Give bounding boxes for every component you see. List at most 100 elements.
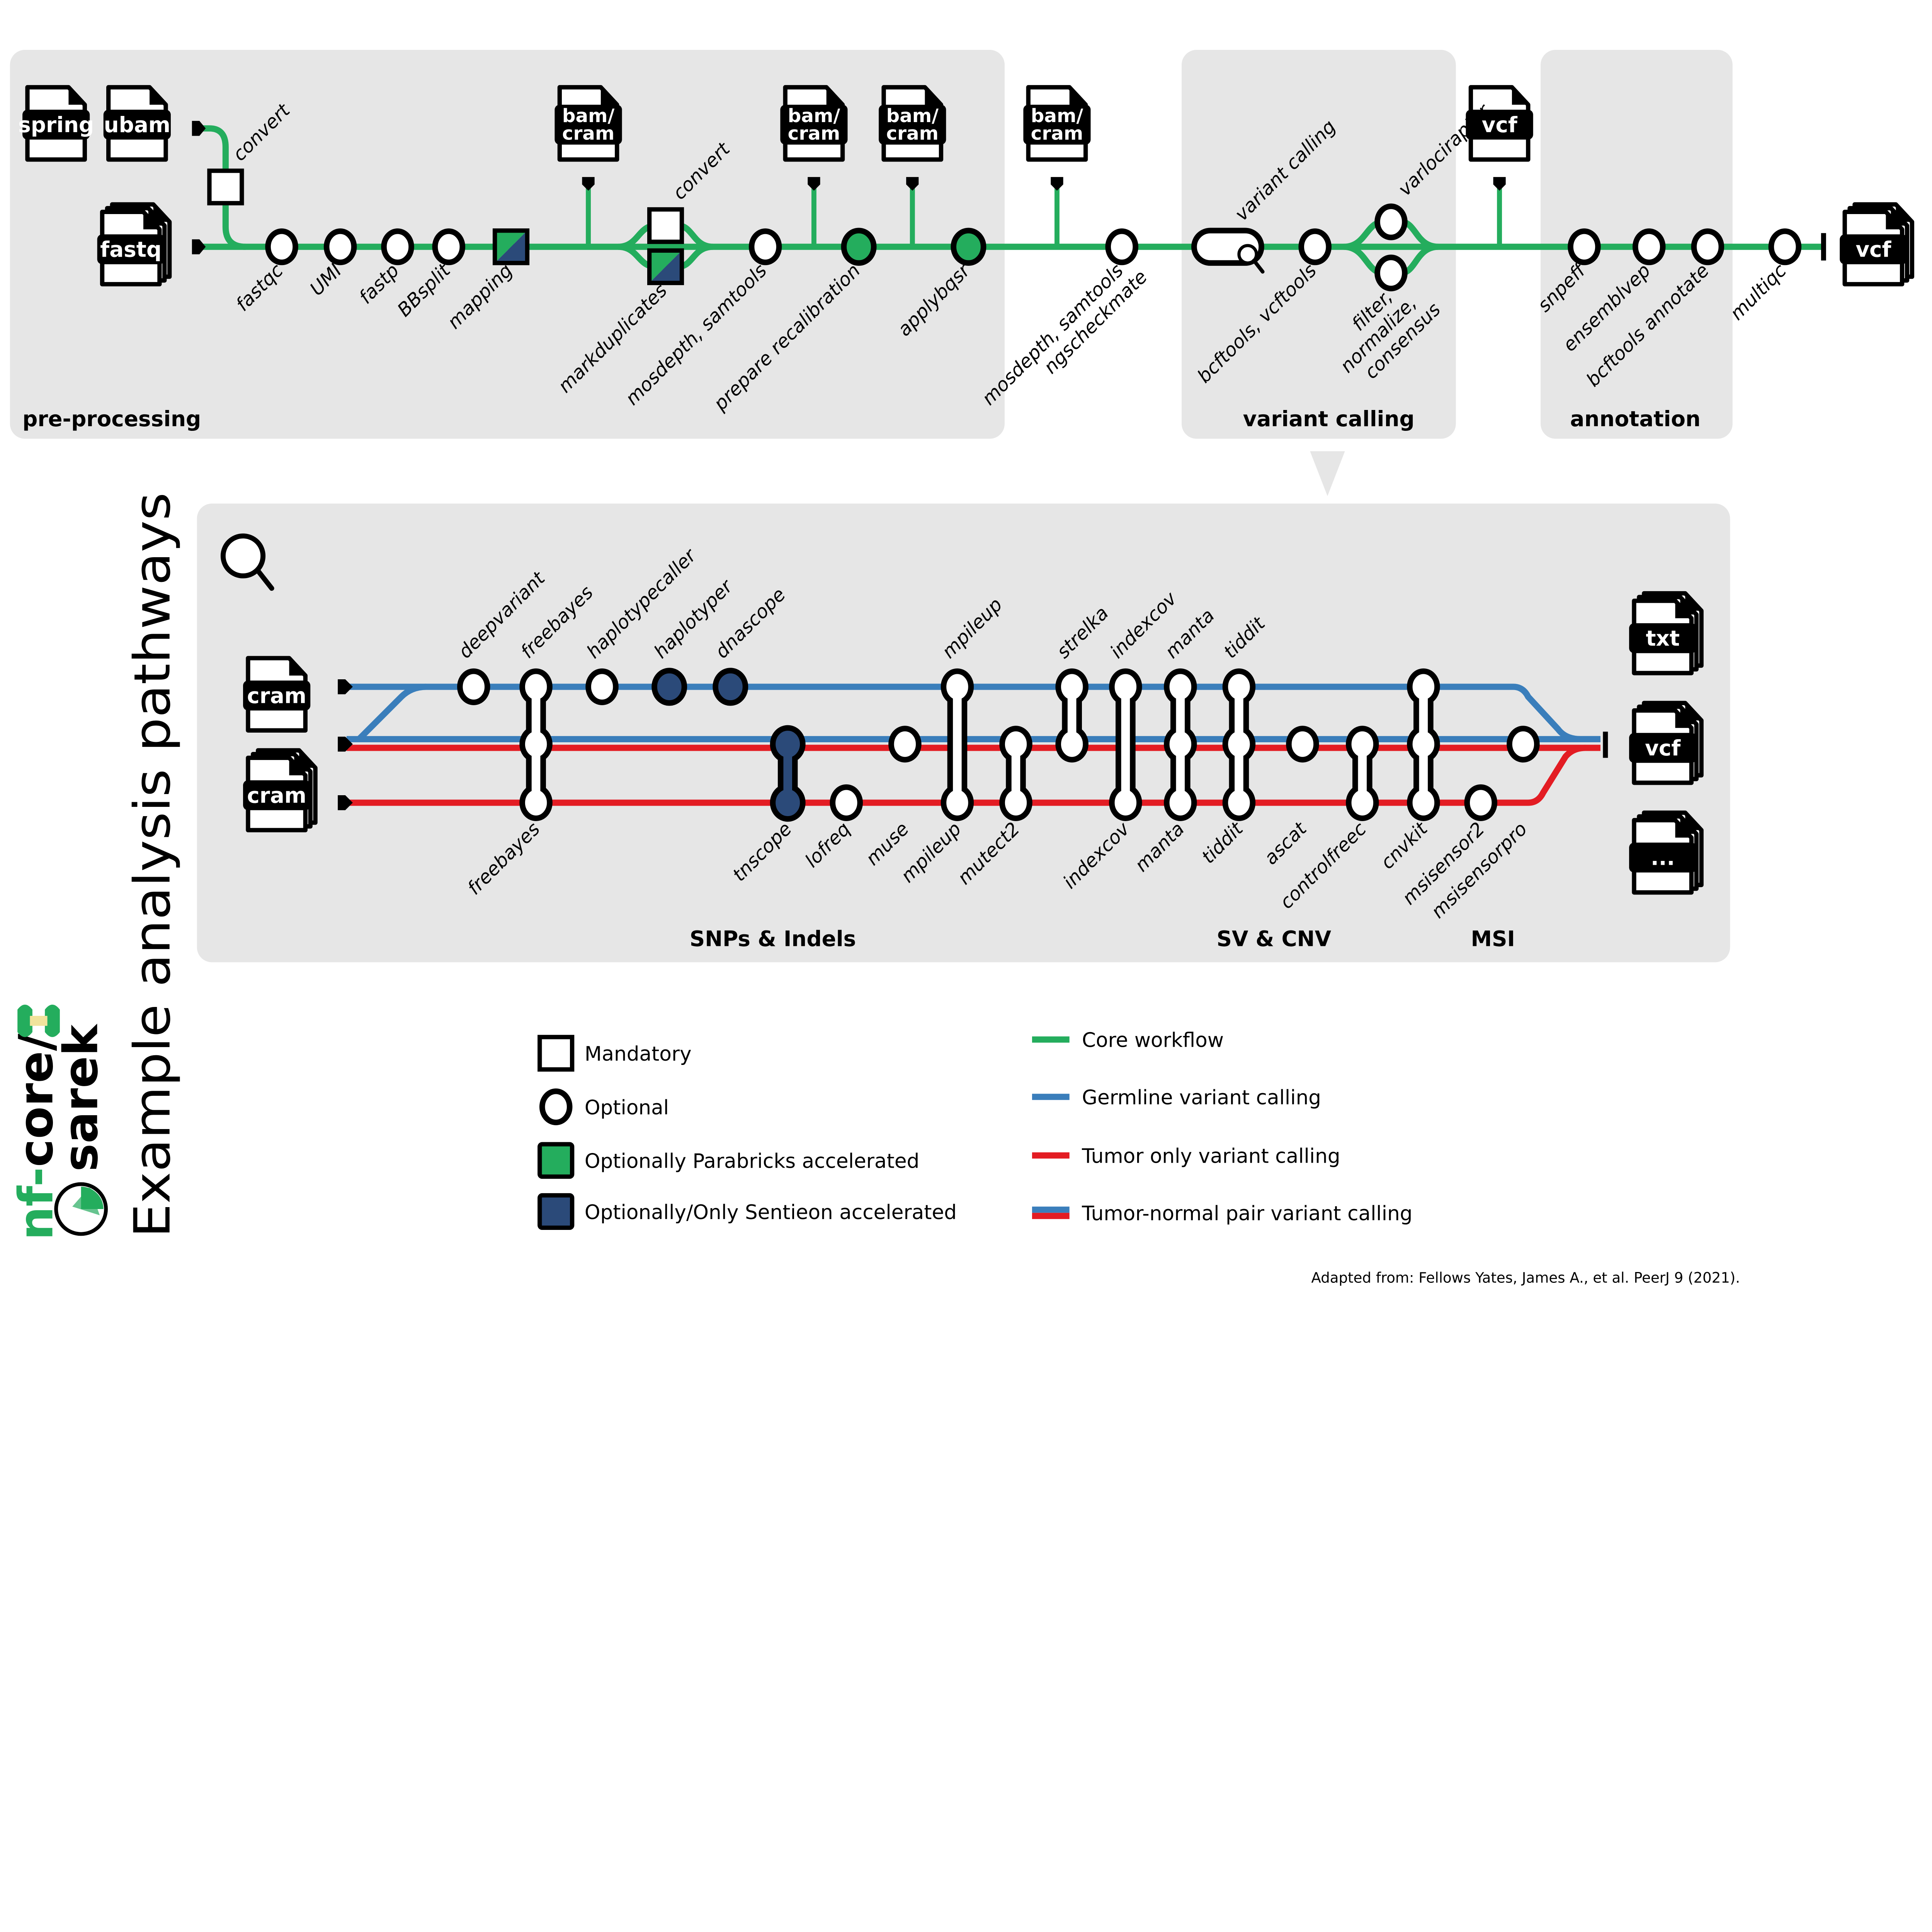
legend-label: Germline variant calling [1082, 1086, 1321, 1109]
legend-marker-optional[interactable] [539, 1088, 573, 1126]
file-type-label: ... [1651, 845, 1675, 870]
legend-marker-mandatory[interactable] [537, 1035, 575, 1072]
optional-circle-icon [1374, 203, 1408, 240]
tool-station[interactable] [585, 668, 619, 705]
tool-convert[interactable] [647, 207, 684, 244]
tool-ensemblvep[interactable] [1632, 228, 1666, 265]
optional-circle-icon [888, 726, 922, 763]
legend: Mandatory Optional Optionally Parabricks a… [537, 1029, 1413, 1230]
tool-station[interactable] [519, 668, 553, 821]
tool-station[interactable] [1055, 668, 1088, 763]
station-link-inner [1067, 687, 1077, 744]
optional-circle-icon [1374, 254, 1408, 292]
station-link-inner [1235, 687, 1243, 803]
tool-mapping[interactable] [493, 228, 530, 265]
legend-label: Optional [585, 1096, 669, 1119]
tool-varlociraptor[interactable] [1374, 203, 1408, 240]
tool-station[interactable] [1464, 784, 1497, 821]
file-bam-cram: bam/cram [554, 85, 622, 162]
magnifier-icon [1237, 244, 1258, 265]
tool-station[interactable] [1286, 726, 1319, 763]
optional-circle-icon [1768, 228, 1802, 265]
file-type-label: cram [788, 122, 840, 144]
connector-marker-icon [906, 177, 919, 191]
file-bam-cram: bam/cram [780, 85, 848, 162]
citation: Adapted from: Fellows Yates, James A., e… [1311, 1269, 1740, 1286]
sarek-logo-icon [54, 1182, 108, 1236]
tool-fastp[interactable] [381, 228, 414, 265]
file-type-label: fastq [100, 237, 162, 262]
tool-station[interactable] [651, 668, 687, 706]
section-label-msi: MSI [1471, 926, 1515, 951]
sentieon-circle-icon [713, 668, 748, 706]
input-marker-icon [192, 121, 206, 136]
optional-circle-icon [1464, 784, 1497, 821]
tool-bcftools-annotate[interactable] [1691, 228, 1725, 265]
mandatory-square-icon [207, 168, 244, 206]
tool-bcftools-vcftools[interactable] [1298, 228, 1332, 265]
tool-station[interactable] [940, 668, 974, 821]
diagram-title: Example analysis pathways [124, 492, 182, 1238]
tool-applybqsr[interactable] [951, 228, 986, 266]
tool-prepare-recalibration[interactable] [841, 228, 877, 266]
station-link-inner [1419, 687, 1428, 803]
file-stack-vcf: vcf [1840, 202, 1915, 287]
optional-circle-icon [1632, 228, 1666, 265]
section-label-annotation: annotation [1570, 406, 1701, 431]
file-type-label: cram [247, 683, 306, 708]
tool-station[interactable] [999, 726, 1032, 821]
tool-node[interactable] [713, 668, 748, 706]
legend-marker-sentieon[interactable] [537, 1193, 575, 1230]
tool-station[interactable] [1507, 726, 1540, 763]
tool-node[interactable] [1464, 784, 1497, 821]
tool-station[interactable] [1407, 668, 1440, 821]
tool-node[interactable] [651, 668, 687, 706]
optional-circle-icon [1691, 228, 1725, 265]
file-type-label: ubam [104, 112, 170, 137]
file-spring: spring [18, 85, 94, 162]
tool-snpeff[interactable] [1568, 228, 1601, 265]
legend-label: Tumor only variant calling [1082, 1145, 1340, 1168]
tool-station[interactable] [1222, 668, 1256, 821]
parabricks-sentieon-square-icon [647, 248, 684, 285]
file-type-label: cram [886, 122, 939, 144]
tool-node[interactable] [888, 726, 922, 763]
tool-station[interactable] [1109, 668, 1142, 821]
legend-marker-parabricks[interactable] [537, 1142, 575, 1179]
tool-station[interactable] [1164, 668, 1197, 821]
connector-marker-icon [582, 177, 595, 191]
input-file-stack-cram: cram [243, 748, 318, 833]
tool-filter-[interactable] [1374, 254, 1408, 292]
tool-station[interactable] [770, 725, 806, 822]
section-label-snps-indels: SNPs & Indels [690, 926, 856, 951]
tool-umi[interactable] [323, 228, 357, 265]
tool-node[interactable] [830, 784, 863, 821]
tool-markduplicates[interactable] [647, 248, 684, 285]
file-bam-cram: bam/cram [1023, 85, 1091, 162]
tool-fastqc[interactable] [265, 228, 298, 265]
core-workflow-branch [199, 125, 246, 250]
tool-multiqc[interactable] [1768, 228, 1802, 265]
tool-mosdepth-samtools[interactable] [748, 228, 782, 265]
tool-node[interactable] [457, 668, 490, 705]
output-end-marker [1603, 731, 1608, 758]
tool-station[interactable] [888, 726, 922, 763]
tool-convert[interactable] [207, 168, 244, 206]
tool-node[interactable] [1286, 726, 1319, 763]
optional-circle-icon [265, 228, 298, 265]
file-type-label: bam/ [886, 105, 939, 127]
tool-station[interactable] [830, 784, 863, 821]
file-type-label: cram [1031, 122, 1083, 144]
tool-station[interactable] [457, 668, 490, 705]
mandatory-square-icon [537, 1035, 575, 1072]
tool-bbsplit[interactable] [432, 228, 466, 265]
tool-variant-calling[interactable] [1191, 228, 1265, 274]
tool-station[interactable] [1346, 726, 1379, 821]
tool-node[interactable] [585, 668, 619, 705]
tool-station[interactable] [713, 668, 748, 706]
tumor-line [346, 745, 1586, 806]
sentieon-circle-icon [651, 668, 687, 706]
title-block: Example analysis pathways nf-core/ sarek [8, 492, 181, 1240]
tool-mosdepth-samtools[interactable] [1105, 228, 1138, 265]
tool-node[interactable] [1507, 726, 1540, 763]
